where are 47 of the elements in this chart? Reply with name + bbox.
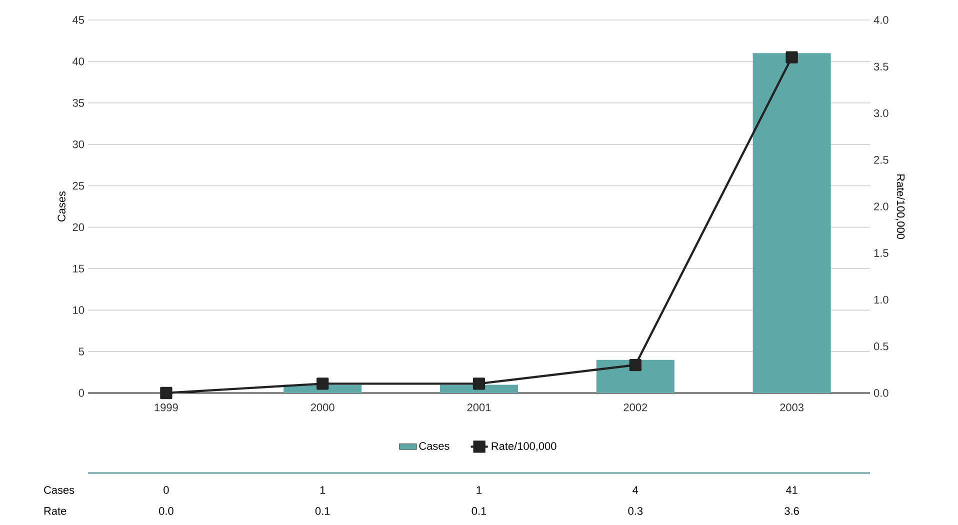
point: [160, 386, 172, 400]
y2-tick-label: 1.5: [874, 249, 888, 257]
data-label: 0.0: [159, 507, 174, 515]
y2-tick-label: 4.0: [874, 16, 888, 24]
y-tick-label: 35: [72, 99, 84, 107]
y-tick-label: 5: [78, 348, 84, 356]
legend-label: Cases: [419, 442, 450, 450]
y-tick-label: 10: [73, 306, 84, 314]
bar: [752, 53, 831, 393]
data-label: 1: [476, 486, 482, 494]
y2-tick-label: 3.5: [874, 62, 888, 71]
x-tick-label: 2001: [467, 404, 491, 412]
data-label: 4: [632, 486, 638, 494]
point: [472, 378, 486, 390]
data-label: 1: [320, 486, 326, 494]
y-tick-label: 20: [72, 223, 84, 232]
text: Cases: [44, 486, 74, 494]
y2-tick-label: 2.5: [874, 156, 888, 164]
y2-tick-label: 0.5: [874, 342, 888, 350]
y-tick-label: 25: [72, 182, 84, 190]
y-tick-label: 45: [72, 16, 84, 24]
y2-tick-label: 2.0: [874, 202, 888, 210]
point: [786, 51, 798, 64]
text: Rate: [44, 507, 66, 515]
data-label: 0.1: [315, 507, 330, 515]
y-tick-label: 40: [72, 58, 84, 66]
y2-tick-label: 0.0: [874, 389, 888, 397]
x-tick-label: 2002: [624, 404, 648, 412]
data-label: 3.6: [784, 507, 799, 515]
point: [629, 358, 642, 372]
y-tick-label: 15: [73, 264, 84, 272]
y-tick-label: 0: [78, 389, 84, 397]
x-tick-label: 2000: [310, 404, 334, 412]
y2-axis-title: Rate/100,000: [896, 174, 905, 239]
y-axis-title: Cases: [58, 191, 66, 222]
data-label: 0.3: [628, 507, 643, 515]
y2-tick-label: 3.0: [874, 109, 888, 118]
data-label: 0: [164, 486, 169, 494]
x-tick-label: 1999: [154, 404, 178, 412]
legend-label: Rate/100,000: [492, 442, 556, 452]
point: [316, 378, 329, 390]
x-tick-label: 2003: [780, 404, 804, 412]
y2-tick-label: 1.0: [874, 296, 888, 304]
data-label: 0.1: [472, 507, 486, 515]
y-tick-label: 30: [72, 140, 84, 148]
bar: [596, 360, 674, 393]
data-label: 41: [786, 486, 798, 494]
